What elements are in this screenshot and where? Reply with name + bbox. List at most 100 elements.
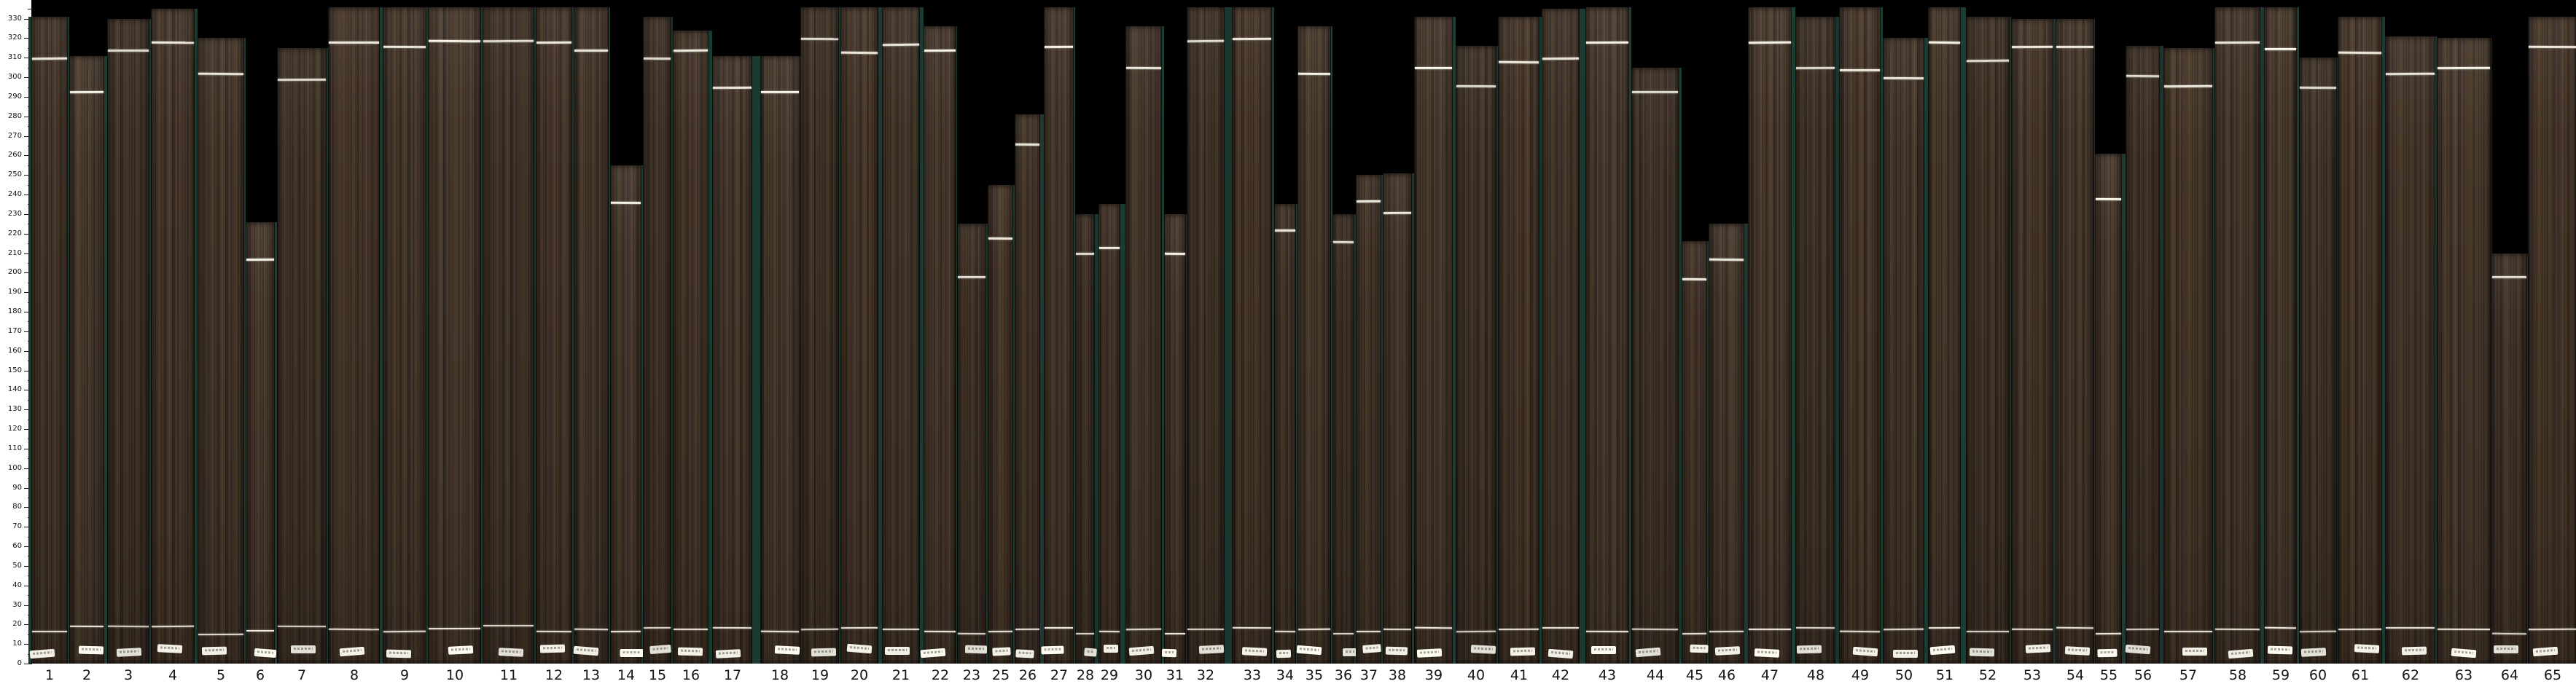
veneer-strip-27[interactable] <box>1040 7 1074 664</box>
y-tick <box>24 488 32 489</box>
veneer-strip-59[interactable] <box>2264 7 2297 664</box>
veneer-strip-36[interactable] <box>1332 214 1357 664</box>
veneer-strip-8[interactable] <box>328 7 380 664</box>
chalk-mark-lower <box>2011 628 2053 631</box>
veneer-strip-57[interactable] <box>2163 48 2213 664</box>
plot-area <box>29 0 2576 664</box>
veneer-strip-21[interactable] <box>882 7 920 664</box>
barcode-sticker <box>1754 648 1780 658</box>
veneer-strip-13[interactable] <box>573 7 609 664</box>
x-tick-label-16: 16 <box>682 667 700 683</box>
veneer-strip-56[interactable] <box>2125 46 2160 664</box>
y-tick-label: 160 <box>7 347 22 355</box>
chalk-mark-lower <box>840 626 878 629</box>
chalk-mark-upper <box>800 37 839 41</box>
veneer-strip-45[interactable] <box>1682 241 1709 664</box>
sticker-text <box>1043 648 1061 651</box>
sticker-text <box>2028 646 2048 650</box>
veneer-strip-15[interactable] <box>643 17 671 664</box>
y-tick <box>24 19 32 20</box>
y-tick-label: 40 <box>12 581 22 589</box>
x-tick-label-36: 36 <box>1334 667 1353 683</box>
veneer-strip-51[interactable] <box>1928 7 1961 664</box>
veneer-strip-48[interactable] <box>1795 17 1835 664</box>
sticker-text <box>2099 650 2115 654</box>
veneer-strip-28[interactable] <box>1075 214 1097 664</box>
veneer-strip-63[interactable] <box>2437 38 2491 664</box>
y-tick <box>28 126 32 127</box>
y-tick <box>24 644 32 645</box>
veneer-strip-58[interactable] <box>2214 7 2260 664</box>
sticker-text <box>1244 649 1264 653</box>
veneer-strip-35[interactable] <box>1296 26 1331 664</box>
veneer-strip-26[interactable] <box>1015 114 1040 664</box>
chalk-mark-lower <box>1125 628 1162 631</box>
chalk-mark-upper <box>1966 59 2010 63</box>
veneer-strip-6[interactable] <box>246 222 277 664</box>
veneer-strip-33[interactable] <box>1232 7 1272 664</box>
veneer-strip-7[interactable] <box>277 48 327 664</box>
veneer-strip-64[interactable] <box>2491 253 2527 664</box>
veneer-strip-19[interactable] <box>800 7 839 664</box>
x-tick-label-58: 58 <box>2228 667 2247 683</box>
sticker-text <box>1513 649 1532 653</box>
veneer-strip-11[interactable] <box>483 7 534 664</box>
veneer-strip-17[interactable] <box>712 56 752 664</box>
veneer-strip-22[interactable] <box>920 26 956 664</box>
veneer-strip-31[interactable] <box>1161 214 1186 664</box>
veneer-strip-9[interactable] <box>383 7 426 664</box>
veneer-strip-4[interactable] <box>151 9 195 664</box>
veneer-strip-46[interactable] <box>1709 224 1744 664</box>
y-tick-label: 290 <box>7 93 22 101</box>
veneer-strip-50[interactable] <box>1883 38 1924 664</box>
veneer-strip-55[interactable] <box>2095 154 2122 664</box>
veneer-strip-30[interactable] <box>1125 26 1162 664</box>
veneer-strip-1[interactable] <box>29 17 68 664</box>
veneer-strip-3[interactable] <box>107 19 149 664</box>
veneer-strip-38[interactable] <box>1383 173 1412 664</box>
barcode-sticker <box>2125 644 2150 655</box>
veneer-strip-37[interactable] <box>1356 175 1381 664</box>
veneer-strip-39[interactable] <box>1414 17 1453 664</box>
veneer-strip-43[interactable] <box>1585 7 1629 664</box>
y-tick <box>24 214 32 215</box>
veneer-strip-2[interactable] <box>69 56 104 664</box>
veneer-strip-16[interactable] <box>673 31 709 664</box>
veneer-strip-49[interactable] <box>1839 7 1881 664</box>
y-tick <box>24 409 32 410</box>
y-tick <box>28 341 32 342</box>
veneer-strip-18[interactable] <box>760 56 800 664</box>
veneer-strip-65[interactable] <box>2528 17 2576 664</box>
chalk-mark-lower <box>1357 631 1381 632</box>
veneer-strip-32[interactable] <box>1187 7 1225 664</box>
veneer-strip-62[interactable] <box>2385 36 2435 664</box>
veneer-strip-54[interactable] <box>2056 19 2094 664</box>
veneer-strip-14[interactable] <box>610 165 644 664</box>
veneer-strip-25[interactable] <box>988 185 1013 664</box>
veneer-strip-47[interactable] <box>1748 7 1792 664</box>
chalk-mark-upper <box>924 49 956 52</box>
y-tick-label: 110 <box>7 444 22 452</box>
veneer-strip-12[interactable] <box>536 7 572 664</box>
chalk-mark-lower <box>2095 632 2122 635</box>
veneer-strip-23[interactable] <box>957 224 988 664</box>
veneer-strip-34[interactable] <box>1274 204 1296 664</box>
veneer-strip-61[interactable] <box>2338 17 2382 664</box>
y-tick-label: 130 <box>7 405 22 413</box>
sticker-text <box>1279 651 1289 655</box>
y-tick <box>24 38 32 39</box>
veneer-strip-20[interactable] <box>840 7 878 664</box>
veneer-strip-60[interactable] <box>2299 58 2337 664</box>
veneer-strip-29[interactable] <box>1098 204 1120 664</box>
veneer-strip-41[interactable] <box>1498 17 1539 664</box>
veneer-strip-42[interactable] <box>1542 9 1580 664</box>
veneer-strip-44[interactable] <box>1631 68 1679 664</box>
veneer-strip-52[interactable] <box>1966 17 2010 664</box>
veneer-strip-53[interactable] <box>2011 19 2053 664</box>
sticker-text <box>2128 646 2147 651</box>
y-tick <box>24 155 32 156</box>
veneer-strip-10[interactable] <box>428 7 481 664</box>
veneer-strip-5[interactable] <box>198 38 244 664</box>
chalk-mark-upper <box>2492 276 2526 278</box>
veneer-strip-40[interactable] <box>1456 46 1496 664</box>
